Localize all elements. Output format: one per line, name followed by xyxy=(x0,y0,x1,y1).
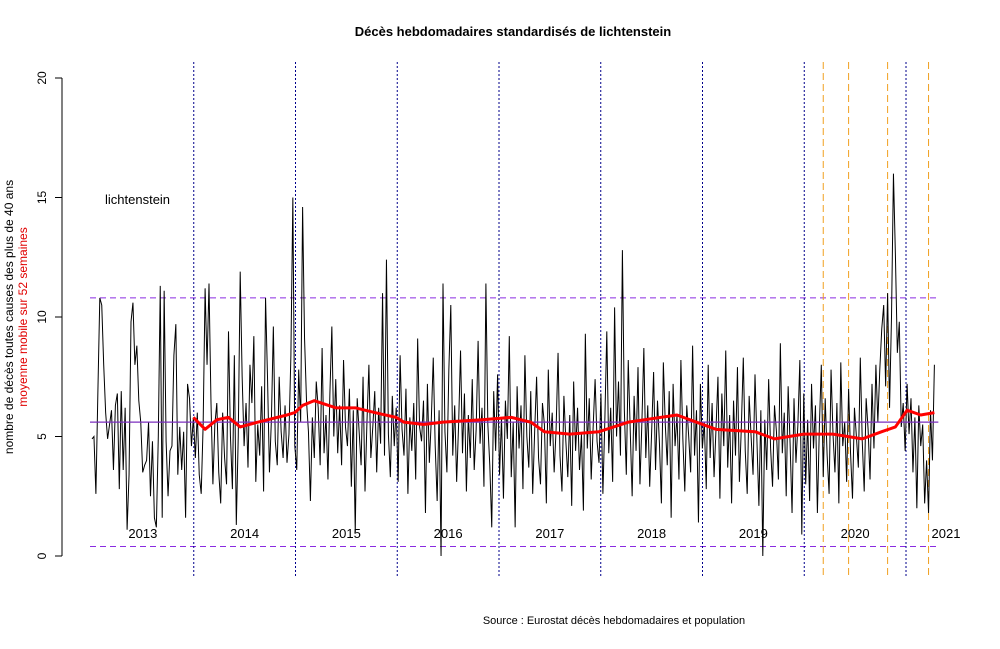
y-tick-label: 5 xyxy=(35,433,49,440)
y-axis-label-moving-avg: moyenne mobile sur 52 semaines xyxy=(16,227,30,406)
moving-average-line xyxy=(192,399,935,441)
year-label: 2013 xyxy=(128,526,157,541)
y-tick-label: 10 xyxy=(35,310,49,324)
year-label: 2019 xyxy=(739,526,768,541)
year-label: 2015 xyxy=(332,526,361,541)
country-annotation: lichtenstein xyxy=(105,192,170,207)
y-axis-label: nombre de décès toutes causes des plus d… xyxy=(2,180,16,454)
chart-title: Décès hebdomadaires standardisés de lich… xyxy=(355,24,672,39)
source-note: Source : Eurostat décès hebdomadaires et… xyxy=(483,615,745,627)
year-label: 2018 xyxy=(637,526,666,541)
year-label: 2016 xyxy=(434,526,463,541)
weekly-deaths-line xyxy=(91,173,935,557)
year-label: 2014 xyxy=(230,526,259,541)
y-tick-label: 15 xyxy=(35,191,49,205)
y-tick-label: 20 xyxy=(35,71,49,85)
y-tick-label: 0 xyxy=(35,552,49,559)
year-label: 2021 xyxy=(932,526,961,541)
year-label: 2017 xyxy=(535,526,564,541)
year-label: 2020 xyxy=(841,526,870,541)
